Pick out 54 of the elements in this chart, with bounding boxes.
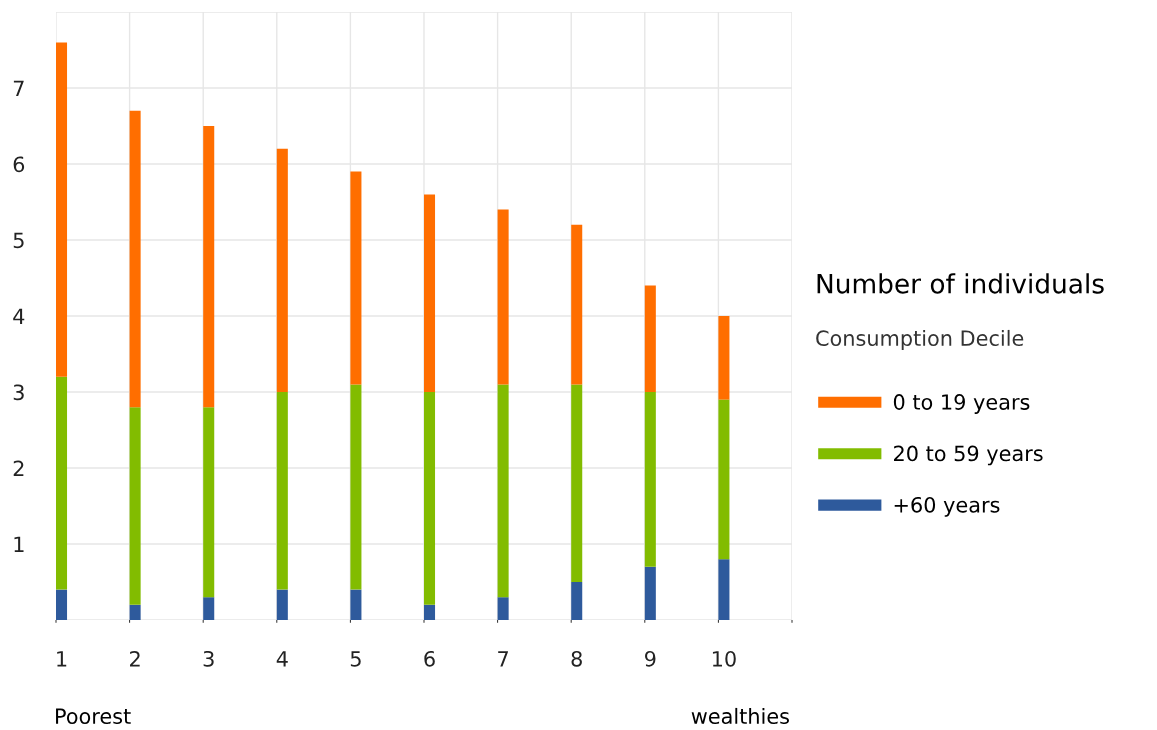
x-tick-label: 8 [571, 650, 582, 667]
bar [424, 194, 436, 392]
bar [497, 209, 509, 385]
x-tick-label: 5 [350, 651, 361, 667]
bar [129, 604, 141, 620]
x-tick-label: 10 [712, 650, 736, 667]
y-tick-label: 6 [13, 156, 25, 173]
bar [56, 376, 68, 590]
bar [129, 110, 141, 408]
bar [571, 224, 583, 385]
text: Number of individuals [817, 273, 1104, 294]
text: wealthies [691, 707, 789, 725]
y-tick-label: 2 [13, 460, 24, 476]
bar [276, 392, 288, 590]
bar [350, 589, 362, 620]
bar [644, 285, 656, 392]
bar [424, 604, 436, 620]
x-tick-label: 9 [645, 650, 656, 667]
y-tick-label: 1 [14, 536, 24, 552]
bar [571, 384, 583, 582]
bar [203, 597, 215, 620]
x-tick-label: 1 [57, 651, 67, 667]
text: Consumption Decile [816, 329, 1024, 351]
bar [424, 392, 436, 605]
bar [644, 392, 656, 567]
bar [203, 407, 215, 598]
bar [203, 126, 215, 408]
bar [644, 566, 656, 620]
x-tick-label: 6 [424, 650, 435, 667]
bar [571, 582, 583, 620]
y-tick-label: 7 [13, 80, 24, 96]
text: Poorest [56, 708, 131, 725]
bar [56, 589, 68, 620]
x-tick-label: 2 [130, 650, 140, 667]
bar [350, 171, 362, 385]
y-tick-label: 5 [13, 232, 24, 249]
bar [718, 316, 730, 400]
y-tick-label: 4 [13, 308, 25, 324]
bar [56, 42, 68, 377]
x-tick-label: 3 [203, 650, 214, 667]
bar [497, 597, 509, 620]
y-tick-label: 3 [13, 384, 24, 401]
x-tick-label: 7 [498, 651, 508, 667]
legend-label: +60 years [894, 496, 1000, 517]
bar [497, 384, 509, 598]
x-tick-label: 4 [276, 651, 288, 667]
bar [276, 148, 288, 392]
bar [350, 384, 362, 590]
bar [718, 399, 730, 560]
legend-label: 0 to 19 years [893, 394, 1030, 414]
legend-label: 20 to 59 years [894, 445, 1043, 466]
bar [276, 589, 288, 620]
bar [129, 407, 141, 605]
bar [718, 559, 730, 620]
